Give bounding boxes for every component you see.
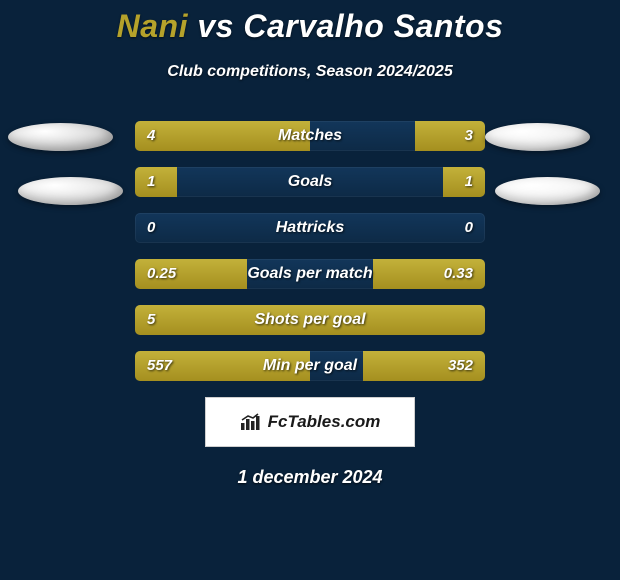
stat-label: Goals per match [135, 259, 485, 289]
stat-row: 5Shots per goal [135, 305, 485, 335]
chart-icon [240, 413, 262, 431]
player1-name: Nani [117, 8, 188, 44]
vs-text: vs [188, 8, 243, 44]
stat-row: 557352Min per goal [135, 351, 485, 381]
date-label: 1 december 2024 [0, 467, 620, 488]
player1-photo-placeholder [18, 177, 123, 205]
stat-rows: 43Matches 11Goals 00Hattricks 0.250.33Goals… [135, 121, 485, 381]
stat-label: Hattricks [135, 213, 485, 243]
player2-photo-placeholder [495, 177, 600, 205]
stat-label: Matches [135, 121, 485, 151]
comparison-title: Nani vs Carvalho Santos [0, 8, 620, 45]
stat-row: 43Matches [135, 121, 485, 151]
stat-row: 00Hattricks [135, 213, 485, 243]
logo-text: FcTables.com [268, 412, 381, 432]
stat-row: 11Goals [135, 167, 485, 197]
stat-label: Shots per goal [135, 305, 485, 335]
stat-label: Min per goal [135, 351, 485, 381]
fctables-logo: FcTables.com [205, 397, 415, 447]
stat-label: Goals [135, 167, 485, 197]
stat-row: 0.250.33Goals per match [135, 259, 485, 289]
subtitle: Club competitions, Season 2024/2025 [0, 63, 620, 81]
player1-photo-placeholder [8, 123, 113, 151]
player2-photo-placeholder [485, 123, 590, 151]
player2-name: Carvalho Santos [243, 8, 503, 44]
